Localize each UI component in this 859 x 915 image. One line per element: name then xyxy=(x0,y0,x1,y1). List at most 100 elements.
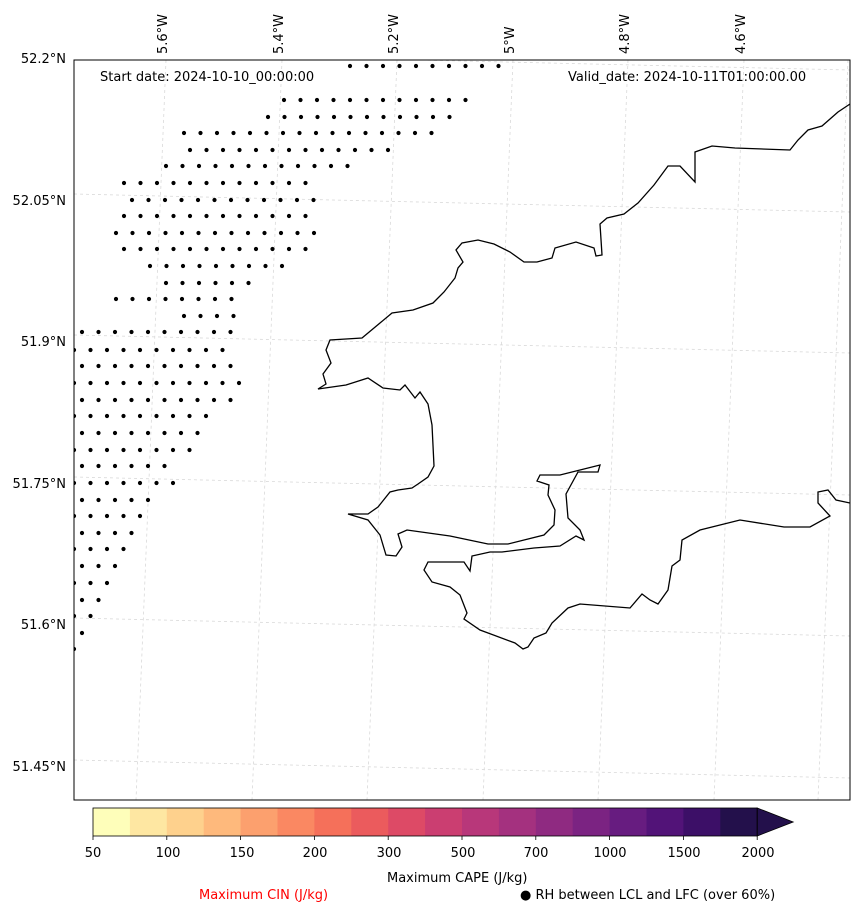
rh-dot xyxy=(79,430,85,436)
rh-dot xyxy=(195,430,200,436)
rh-dot xyxy=(129,329,134,335)
rh-dot xyxy=(96,497,101,503)
rh-dot xyxy=(170,347,176,353)
rh-dot xyxy=(113,296,119,302)
rh-dot xyxy=(348,114,353,120)
rh-dot xyxy=(88,546,93,552)
rh-dot xyxy=(281,97,287,103)
rh-legend: ● RH between LCL and LFC (over 60%) xyxy=(520,888,775,903)
rh-dot xyxy=(237,147,242,153)
rh-dot xyxy=(397,97,402,103)
rh-dot xyxy=(129,363,134,369)
rh-dot xyxy=(380,97,386,103)
rh-dot xyxy=(397,63,402,69)
colorbar-segment xyxy=(129,808,168,836)
lat-label-51-9: 51.9°N xyxy=(20,335,66,350)
rh-dot xyxy=(263,263,268,269)
colorbar-segment xyxy=(388,808,426,836)
rh-dot xyxy=(196,280,202,286)
rh-dot xyxy=(121,447,126,453)
rh-dot xyxy=(336,147,341,153)
rh-dot xyxy=(146,230,152,236)
rh-dot xyxy=(79,329,85,335)
rh-dot xyxy=(237,213,242,219)
lat-label-51-6: 51.6°N xyxy=(20,618,66,633)
rh-dot xyxy=(195,197,201,203)
rh-dot xyxy=(129,430,134,436)
rh-dot xyxy=(496,63,501,69)
rh-dot xyxy=(253,246,259,252)
rh-dot xyxy=(129,463,134,469)
rh-dot xyxy=(74,447,77,453)
colorbar-segment xyxy=(720,808,758,836)
rh-dot xyxy=(262,163,268,169)
rh-dot xyxy=(187,413,192,419)
rh-dot xyxy=(154,447,159,453)
rh-dot xyxy=(154,413,159,419)
rh-dot xyxy=(204,213,209,219)
rh-dot xyxy=(163,163,169,169)
rh-dot xyxy=(88,380,93,386)
rh-dot xyxy=(96,430,101,436)
rh-dot xyxy=(479,63,485,69)
rh-dot xyxy=(198,313,203,319)
rh-dot xyxy=(170,480,176,486)
colorbar-title: Maximum CAPE (J/kg) xyxy=(387,871,528,886)
rh-dot xyxy=(286,147,292,153)
lon-gridline xyxy=(135,60,167,800)
lon-label-5: 5°W xyxy=(503,26,518,54)
coastline-north xyxy=(317,103,850,650)
lon-gridline xyxy=(713,60,745,800)
rh-dot xyxy=(303,147,308,153)
rh-dot xyxy=(364,114,370,120)
rh-dot xyxy=(247,130,253,136)
rh-dot xyxy=(179,230,185,236)
rh-dot xyxy=(364,97,369,103)
rh-dot xyxy=(74,480,77,486)
rh-dot xyxy=(145,397,151,403)
rh-dot xyxy=(74,347,77,353)
rh-dot xyxy=(181,313,187,319)
rh-dot xyxy=(430,97,435,103)
rh-dot xyxy=(79,363,85,369)
rh-dot xyxy=(163,230,168,236)
lat-label-51-75: 51.75°N xyxy=(12,477,66,492)
rh-dot xyxy=(137,480,143,486)
rh-dot xyxy=(298,114,304,120)
lon-gridline xyxy=(366,60,398,800)
rh-legend-label: RH between LCL and LFC (over 60%) xyxy=(535,888,776,903)
rh-dot xyxy=(96,329,101,335)
colorbar-tick-500: 500 xyxy=(450,846,476,861)
rh-dot xyxy=(187,380,192,386)
rh-dot xyxy=(278,197,283,203)
rh-dot xyxy=(220,380,225,386)
graticule xyxy=(74,60,850,800)
colorbar-tick-150: 150 xyxy=(229,846,255,861)
rh-dot xyxy=(446,97,452,103)
rh-dot xyxy=(212,197,217,203)
map-frame xyxy=(73,59,851,801)
rh-dot xyxy=(237,246,242,252)
rh-dot xyxy=(112,497,118,503)
colorbar-tick-50: 50 xyxy=(84,846,102,861)
rh-dot xyxy=(164,263,169,269)
rh-dot xyxy=(74,546,77,552)
rh-dot xyxy=(171,246,176,252)
rh-dot xyxy=(88,413,93,419)
rh-dot xyxy=(145,329,151,335)
rh-dot xyxy=(112,563,118,569)
rh-dot xyxy=(230,263,235,269)
rh-dot xyxy=(121,180,127,186)
rh-dot xyxy=(231,313,236,319)
rh-dot xyxy=(96,563,101,569)
rh-stipple-dots xyxy=(74,63,501,652)
rh-dot xyxy=(138,213,143,219)
rh-dot xyxy=(79,463,85,469)
rh-dot xyxy=(379,130,385,136)
rh-dot xyxy=(121,347,126,353)
rh-dot xyxy=(88,480,93,486)
rh-dot xyxy=(346,130,352,136)
rh-dot xyxy=(195,363,200,369)
rh-dot xyxy=(315,114,320,120)
rh-dot xyxy=(211,397,217,403)
